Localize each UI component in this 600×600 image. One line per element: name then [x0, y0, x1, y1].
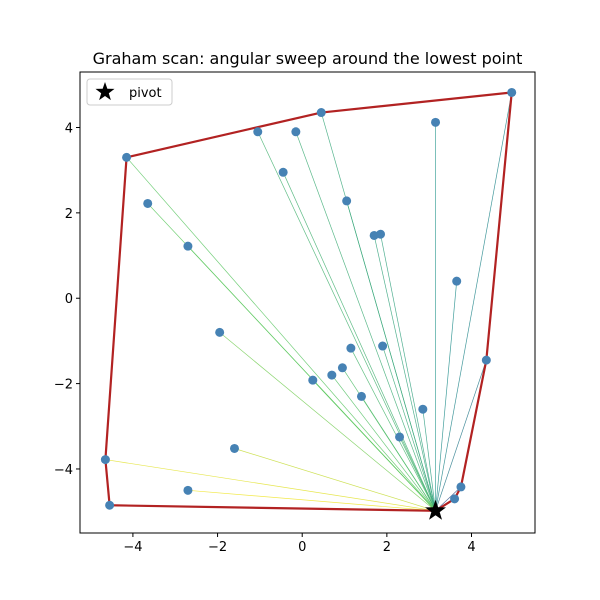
- sweep-line: [342, 367, 436, 511]
- data-point: [327, 370, 337, 380]
- sweep-line: [126, 157, 436, 512]
- sweep-line: [399, 436, 436, 511]
- data-point: [183, 485, 193, 495]
- sweep-line: [295, 131, 436, 511]
- x-tick-label: −4: [123, 540, 142, 555]
- sweep-line: [312, 379, 436, 512]
- data-point: [316, 108, 326, 118]
- sweep-line: [435, 281, 458, 511]
- sweep-line: [219, 332, 436, 512]
- y-tick-label: 2: [65, 207, 73, 222]
- data-point: [431, 117, 441, 127]
- hull-polygon: [104, 91, 513, 512]
- x-tick-label: −2: [208, 540, 227, 555]
- data-point: [308, 375, 318, 385]
- sweep-line: [331, 374, 436, 512]
- data-point: [183, 241, 193, 251]
- data-point: [395, 432, 405, 442]
- x-tick-label: 4: [467, 540, 475, 555]
- axis-ticks: −4 −2 0 2 4 −4 −2 0 2 4: [54, 121, 476, 555]
- legend-star-icon: [95, 82, 115, 101]
- data-point: [122, 152, 132, 162]
- chart-title: Graham scan: angular sweep around the lo…: [93, 49, 523, 68]
- x-tick-label: 2: [383, 540, 391, 555]
- data-point: [342, 196, 352, 206]
- data-point: [253, 127, 263, 137]
- sweep-line: [435, 486, 462, 512]
- axes-frame: [79, 71, 536, 534]
- data-point: [346, 343, 356, 353]
- data-point: [143, 198, 153, 208]
- scatter-points: [100, 87, 517, 510]
- data-point: [418, 404, 428, 414]
- sweep-line: [435, 360, 487, 511]
- data-point: [215, 327, 225, 337]
- pivot-marker: [425, 499, 446, 520]
- data-point: [452, 276, 462, 286]
- data-point: [278, 167, 288, 177]
- pivot-star-icon: [425, 499, 446, 520]
- x-tick-label: 0: [298, 540, 306, 555]
- y-tick-label: 0: [65, 292, 73, 307]
- data-point: [450, 494, 460, 504]
- data-point: [356, 391, 366, 401]
- sweep-line: [380, 234, 436, 511]
- data-point: [337, 363, 347, 373]
- data-point: [376, 229, 386, 239]
- hull-outline: [104, 91, 513, 512]
- sweep-line: [257, 131, 436, 511]
- data-point: [481, 355, 491, 365]
- data-point: [291, 127, 301, 137]
- data-point: [229, 443, 239, 453]
- sweep-line: [350, 348, 436, 511]
- legend-label-pivot: pivot: [129, 86, 162, 101]
- legend-box: [86, 78, 173, 106]
- sweep-line: [320, 112, 436, 511]
- y-tick-label: −4: [54, 463, 73, 478]
- sweep-line: [373, 235, 436, 511]
- y-tick-label: −2: [54, 378, 73, 393]
- sweep-line: [282, 172, 436, 511]
- data-point: [105, 500, 115, 510]
- data-point: [100, 455, 110, 465]
- sweep-line: [105, 459, 436, 512]
- sweep-line: [382, 345, 436, 511]
- sweep-line: [234, 448, 436, 512]
- sweep-line: [422, 409, 436, 511]
- data-point: [507, 87, 517, 97]
- data-point: [456, 482, 466, 492]
- data-point: [378, 341, 388, 351]
- legend: pivot: [86, 78, 173, 106]
- sweep-line: [187, 489, 436, 512]
- sweep-line: [435, 92, 513, 511]
- y-tick-label: 4: [65, 121, 73, 136]
